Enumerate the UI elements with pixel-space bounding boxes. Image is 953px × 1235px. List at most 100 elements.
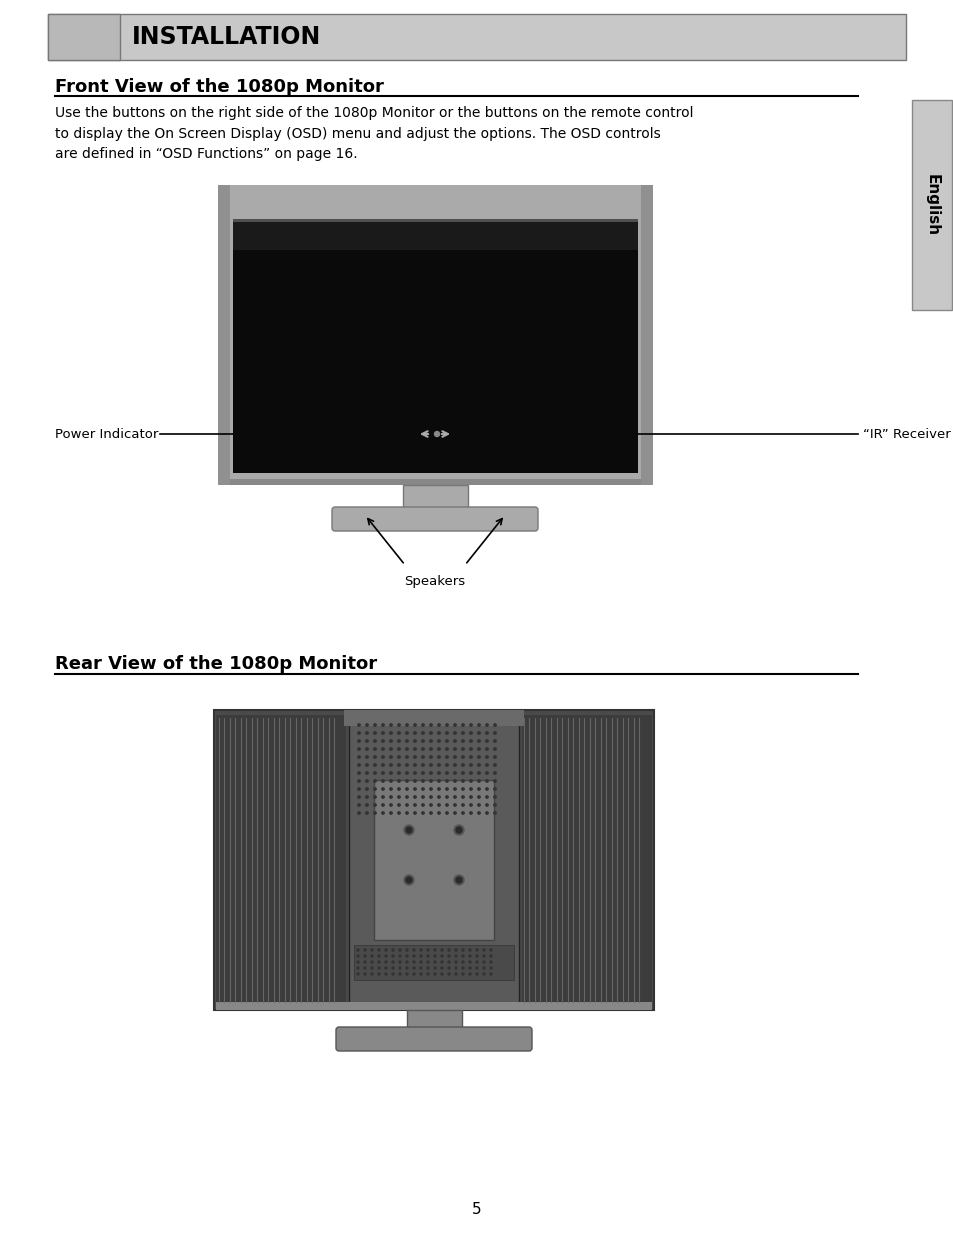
Circle shape [414,788,416,790]
Circle shape [421,772,424,774]
Circle shape [357,756,360,758]
Circle shape [414,795,416,798]
Circle shape [414,811,416,814]
Circle shape [357,779,360,782]
Circle shape [356,948,358,951]
Circle shape [485,795,488,798]
Circle shape [365,779,368,782]
Circle shape [485,788,488,790]
Circle shape [397,811,399,814]
Circle shape [365,756,368,758]
Circle shape [461,779,464,782]
Circle shape [454,748,456,750]
Circle shape [469,732,472,734]
Circle shape [434,967,436,969]
Circle shape [485,756,488,758]
Circle shape [477,804,479,806]
Circle shape [445,795,448,798]
Circle shape [461,763,464,766]
Circle shape [494,811,496,814]
Circle shape [494,732,496,734]
Circle shape [377,973,379,974]
Circle shape [414,779,416,782]
Circle shape [445,732,448,734]
Circle shape [405,748,408,750]
Circle shape [469,724,472,726]
Circle shape [405,772,408,774]
Circle shape [445,756,448,758]
Circle shape [365,724,368,726]
Circle shape [434,961,436,963]
Circle shape [455,973,456,974]
Circle shape [414,748,416,750]
Circle shape [461,732,464,734]
Circle shape [477,779,479,782]
Circle shape [461,788,464,790]
Circle shape [445,763,448,766]
Bar [233,249,638,473]
Circle shape [390,740,392,742]
Circle shape [381,724,384,726]
Circle shape [485,804,488,806]
Circle shape [445,748,448,750]
Circle shape [477,724,479,726]
Circle shape [374,724,375,726]
Circle shape [377,948,379,951]
Circle shape [385,967,387,969]
Circle shape [364,948,366,951]
Circle shape [406,955,408,957]
Circle shape [390,724,392,726]
Circle shape [461,811,464,814]
Circle shape [456,877,461,883]
Circle shape [454,788,456,790]
Circle shape [385,973,387,974]
Circle shape [430,756,432,758]
Circle shape [434,955,436,957]
Circle shape [490,967,492,969]
Circle shape [421,779,424,782]
Circle shape [469,788,472,790]
Circle shape [445,779,448,782]
Circle shape [461,804,464,806]
Text: English: English [923,174,939,236]
Circle shape [427,967,429,969]
Circle shape [385,961,387,963]
Circle shape [421,763,424,766]
Circle shape [485,772,488,774]
Circle shape [392,948,394,951]
Bar [344,710,523,726]
Circle shape [421,811,424,814]
Bar [640,185,652,485]
Circle shape [469,973,471,974]
Circle shape [381,763,384,766]
Circle shape [469,961,471,963]
Circle shape [365,811,368,814]
Bar [233,219,638,227]
Circle shape [476,961,477,963]
Circle shape [365,772,368,774]
Circle shape [430,772,432,774]
Circle shape [448,961,450,963]
Circle shape [374,804,375,806]
Bar [374,781,494,940]
Circle shape [381,811,384,814]
Circle shape [377,955,379,957]
Circle shape [377,967,379,969]
Circle shape [374,779,375,782]
Circle shape [397,772,399,774]
Circle shape [461,955,463,957]
Circle shape [440,948,442,951]
Circle shape [454,772,456,774]
Circle shape [364,961,366,963]
Circle shape [476,948,477,951]
Circle shape [477,763,479,766]
Circle shape [461,967,463,969]
Bar [218,185,652,485]
Circle shape [437,795,439,798]
Circle shape [469,763,472,766]
Circle shape [406,961,408,963]
Bar [233,222,638,249]
Circle shape [390,772,392,774]
Circle shape [477,772,479,774]
Circle shape [430,788,432,790]
